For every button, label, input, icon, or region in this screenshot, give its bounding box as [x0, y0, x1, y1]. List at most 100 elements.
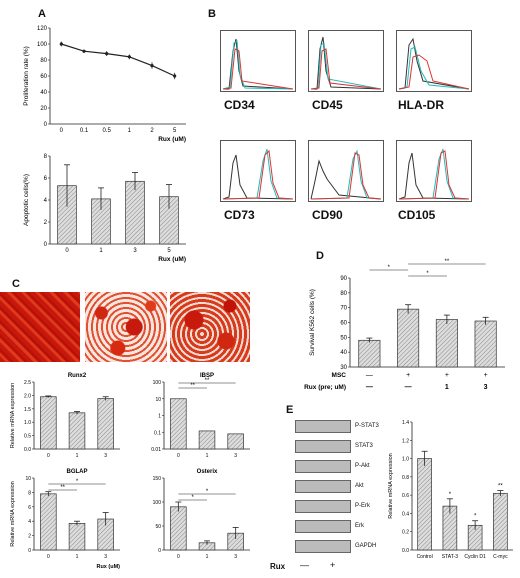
bar: [198, 430, 216, 450]
x-axis-label: Rux (uM): [96, 564, 120, 570]
x-axis-label: Rux (uM): [158, 256, 186, 263]
y-axis-label: Relative mRNA expression: [10, 383, 16, 448]
significance-marker: **: [445, 259, 450, 265]
x-tick-label: 1: [128, 128, 132, 134]
y-axis-label: Proliferation rate (%): [23, 46, 30, 106]
marker-label-cd45: CD45: [312, 98, 343, 112]
significance-marker: **: [205, 378, 210, 384]
y-tick-label: 150: [153, 476, 162, 482]
y-tick-label: 10: [25, 476, 31, 482]
y-tick-label: 0.2: [402, 530, 409, 536]
x-tick-label: 1: [99, 248, 103, 254]
y-tick-label: 70: [340, 306, 347, 312]
y-tick-label: 100: [37, 42, 48, 48]
row-label-rux: Rux (pre; uM): [304, 384, 346, 391]
x-tick-label: 0: [65, 248, 69, 254]
significance-marker: **: [60, 485, 65, 491]
bar: [493, 492, 508, 551]
bar: [125, 180, 145, 245]
y-tick-label: 40: [40, 90, 47, 96]
marker-label-cd90: CD90: [312, 208, 343, 222]
y-tick-label: 2: [44, 220, 48, 226]
y-tick-label: 40: [340, 350, 347, 356]
y-tick-label: 2: [28, 534, 31, 540]
y-tick-label: 0: [28, 548, 31, 554]
y-tick-label: 0.6: [402, 493, 409, 499]
blot-label: STAT3: [355, 443, 373, 449]
y-tick-label: 20: [40, 106, 47, 112]
y-tick-label: 2.0: [24, 393, 31, 399]
data-point: [127, 55, 131, 59]
alizarin-stain-image-3: [170, 292, 250, 362]
y-tick-label: 90: [340, 276, 347, 282]
alizarin-stain-image-1: [85, 292, 167, 362]
y-tick-label: 2.5: [24, 380, 31, 386]
y-tick-label: 1.0: [24, 420, 31, 426]
significance-marker: *: [76, 479, 79, 485]
series-line: [61, 43, 175, 77]
significance-marker: **: [498, 484, 503, 490]
osterix-chart: 0 50 100 150 Osterix 0 1 3 * *: [153, 469, 250, 560]
bar: [68, 412, 86, 450]
blot-label: Erk: [355, 523, 364, 529]
panel-letter-e: E: [286, 404, 294, 416]
y-axis-label: Apoptotic cells(%): [23, 174, 30, 226]
y-axis-label: Relative mRNA expression: [10, 481, 16, 546]
y-tick-label: 0.0: [24, 447, 31, 453]
y-tick-label: 8: [44, 154, 48, 160]
y-tick-label: 1.4: [402, 420, 409, 426]
y-tick-label: 50: [340, 335, 347, 341]
bar: [40, 493, 57, 551]
panel-letter-b: B: [208, 8, 216, 20]
apoptosis-chart: 0 2 4 6 8 Apoptotic cells(%) 0 1 3 5 Rux (uM): [23, 154, 186, 263]
data-point: [173, 74, 177, 78]
blot-label: P-STAT3: [355, 423, 379, 429]
y-tick-label: 1.0: [402, 457, 409, 463]
x-tick-label: 3: [234, 453, 237, 459]
alizarin-stain-image-0: [0, 292, 80, 362]
x-tick-label: 0.5: [102, 128, 111, 134]
x-tick-label: Cyclin D1: [464, 554, 486, 560]
data-point: [105, 52, 109, 56]
flow-histogram-cd45: [308, 30, 384, 92]
bar: [40, 396, 57, 450]
significance-marker: **: [190, 383, 195, 389]
flow-histogram-cd105: [396, 140, 472, 202]
y-axis-label: Survival K562 cells (%): [309, 289, 316, 356]
marker-label-cd73: CD73: [224, 208, 255, 222]
x-tick-label: STAT-3: [442, 554, 458, 560]
x-tick-label: 0: [47, 554, 50, 560]
y-tick-label: 8: [28, 490, 31, 496]
bar: [435, 319, 458, 368]
bar: [170, 398, 187, 450]
y-tick-label: 1: [158, 414, 161, 420]
flow-histogram-cd73: [220, 140, 296, 202]
x-tick-label: 2: [150, 128, 154, 134]
bar: [417, 458, 432, 551]
y-tick-label: 120: [37, 26, 48, 32]
x-tick-label: 5: [173, 128, 177, 134]
y-axis-label: Relative mRNA expression: [388, 453, 394, 518]
proliferation-chart: 0 20 40 60 80 100 120 Proliferation rate (%) 0 0.…: [23, 26, 186, 143]
msc-value: —: [366, 372, 373, 379]
western-blot-band: [295, 500, 351, 513]
rux-plus: +: [330, 560, 336, 570]
x-tick-label: 0: [60, 128, 64, 134]
blot-label: P-Akt: [355, 463, 370, 469]
y-tick-label: 1.2: [402, 438, 409, 444]
western-blot-band: [295, 480, 351, 493]
y-tick-label: 60: [340, 321, 347, 327]
y-tick-label: 0.4: [402, 511, 409, 517]
blot-label: P-Erk: [355, 503, 370, 509]
runx2-chart: 0.0 0.5 1.0 1.5 2.0 2.5 Relative mRNA expressi…: [10, 373, 120, 459]
y-tick-label: 0: [44, 122, 48, 128]
y-tick-label: 100: [153, 380, 162, 386]
msc-value: +: [484, 372, 488, 379]
flow-histogram-hla-dr: [396, 30, 472, 92]
marker-label-cd105: CD105: [398, 208, 436, 222]
x-tick-label: 1: [206, 554, 209, 560]
western-blot-band: [295, 420, 351, 433]
bar: [397, 308, 420, 368]
y-tick-label: 0: [44, 242, 48, 248]
